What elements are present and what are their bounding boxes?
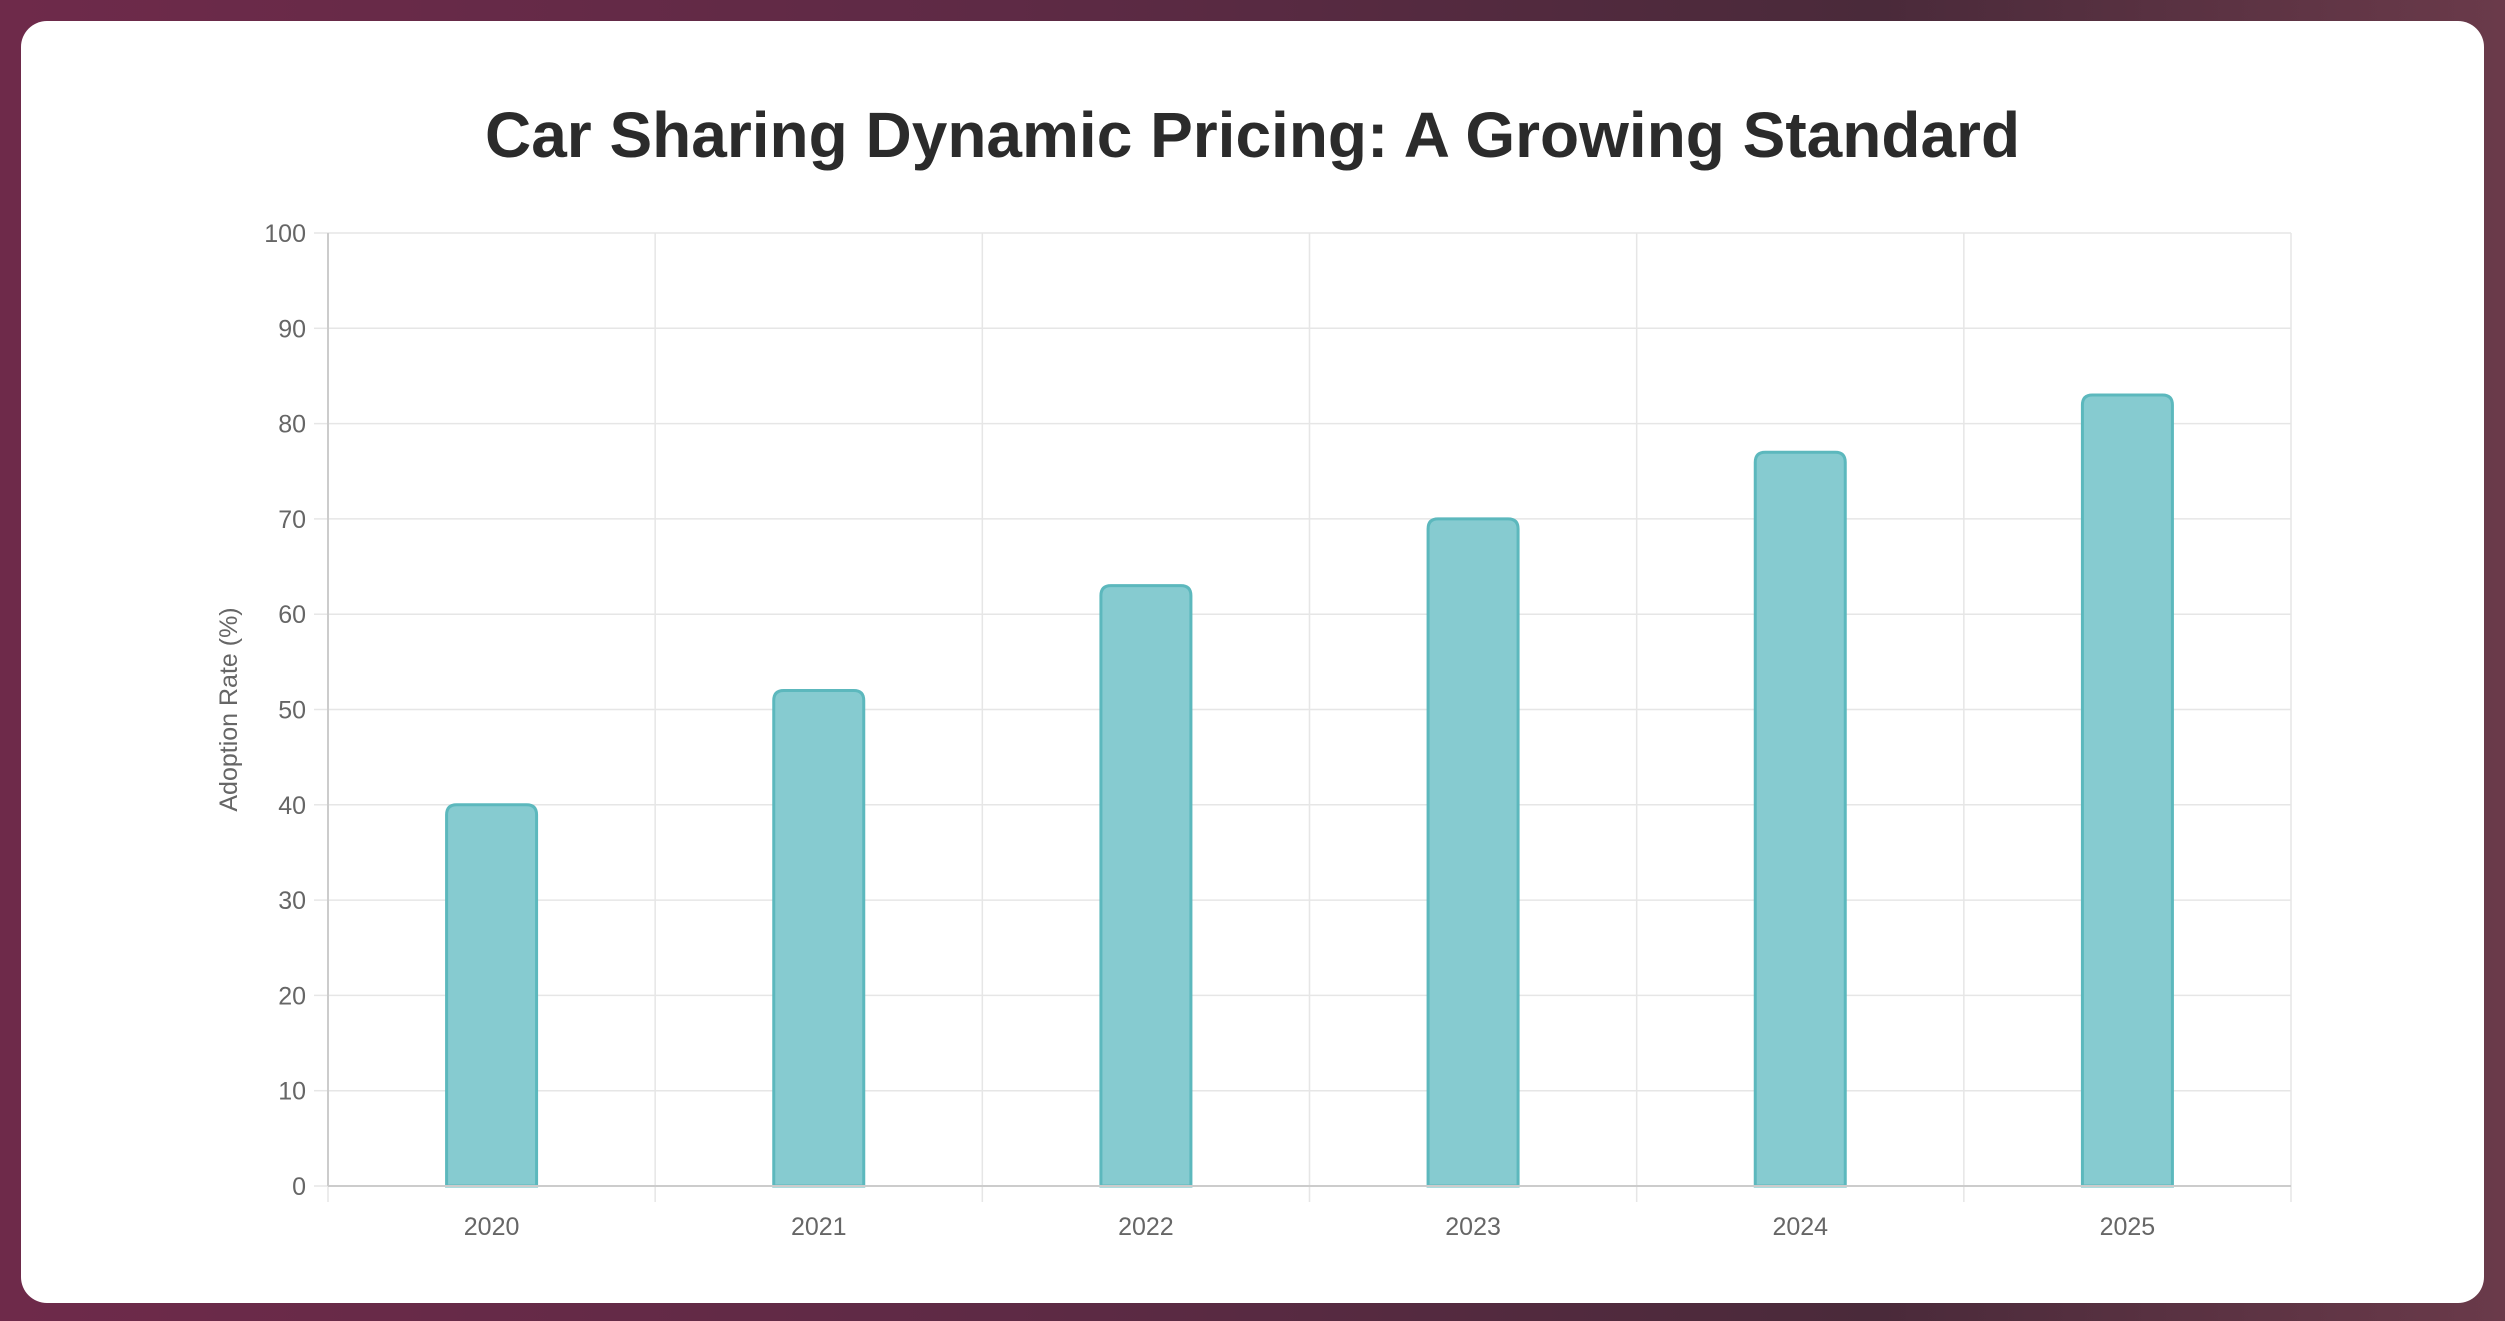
x-tick-label: 2023 <box>1445 1213 1501 1241</box>
tick-labels: 0 10 20 30 40 50 60 70 80 90 100 2020 2021 2022 2023 20… <box>264 220 2155 1241</box>
x-tick-label: 2025 <box>2100 1213 2156 1241</box>
x-tick-label: 2024 <box>1772 1213 1828 1241</box>
bar-2022 <box>1099 584 1193 1188</box>
grid-lines <box>327 232 2292 1202</box>
bar-2025 <box>2080 393 2174 1188</box>
bar-2021 <box>772 688 866 1188</box>
y-tick-label: 10 <box>278 1078 306 1106</box>
x-tick-label: 2020 <box>464 1213 520 1241</box>
axes <box>314 232 2291 1187</box>
y-tick-label: 100 <box>264 220 306 248</box>
x-tick-label: 2022 <box>1118 1213 1174 1241</box>
y-tick-label: 20 <box>278 982 306 1010</box>
chart-title: Car Sharing Dynamic Pricing: A Growing S… <box>484 99 2021 171</box>
y-tick-label: 70 <box>278 506 306 534</box>
y-tick-label: 90 <box>278 315 306 343</box>
bar-2023 <box>1426 517 1520 1188</box>
y-axis-title: Adoption Rate (%) <box>215 607 243 811</box>
y-tick-label: 0 <box>292 1173 306 1201</box>
y-tick-label: 50 <box>278 697 306 725</box>
bar-2020 <box>445 803 539 1188</box>
bar-2024 <box>1753 450 1847 1188</box>
x-tick-label: 2021 <box>791 1213 847 1241</box>
bars <box>445 393 2174 1188</box>
y-tick-label: 30 <box>278 887 306 915</box>
y-tick-label: 60 <box>278 601 306 629</box>
y-tick-label: 40 <box>278 792 306 820</box>
bar-chart: 0 10 20 30 40 50 60 70 80 90 100 2020 2021 2022 2023 20… <box>215 220 2292 1241</box>
y-tick-label: 80 <box>278 411 306 439</box>
chart-card: Car Sharing Dynamic Pricing: A Growing S… <box>21 21 2484 1303</box>
